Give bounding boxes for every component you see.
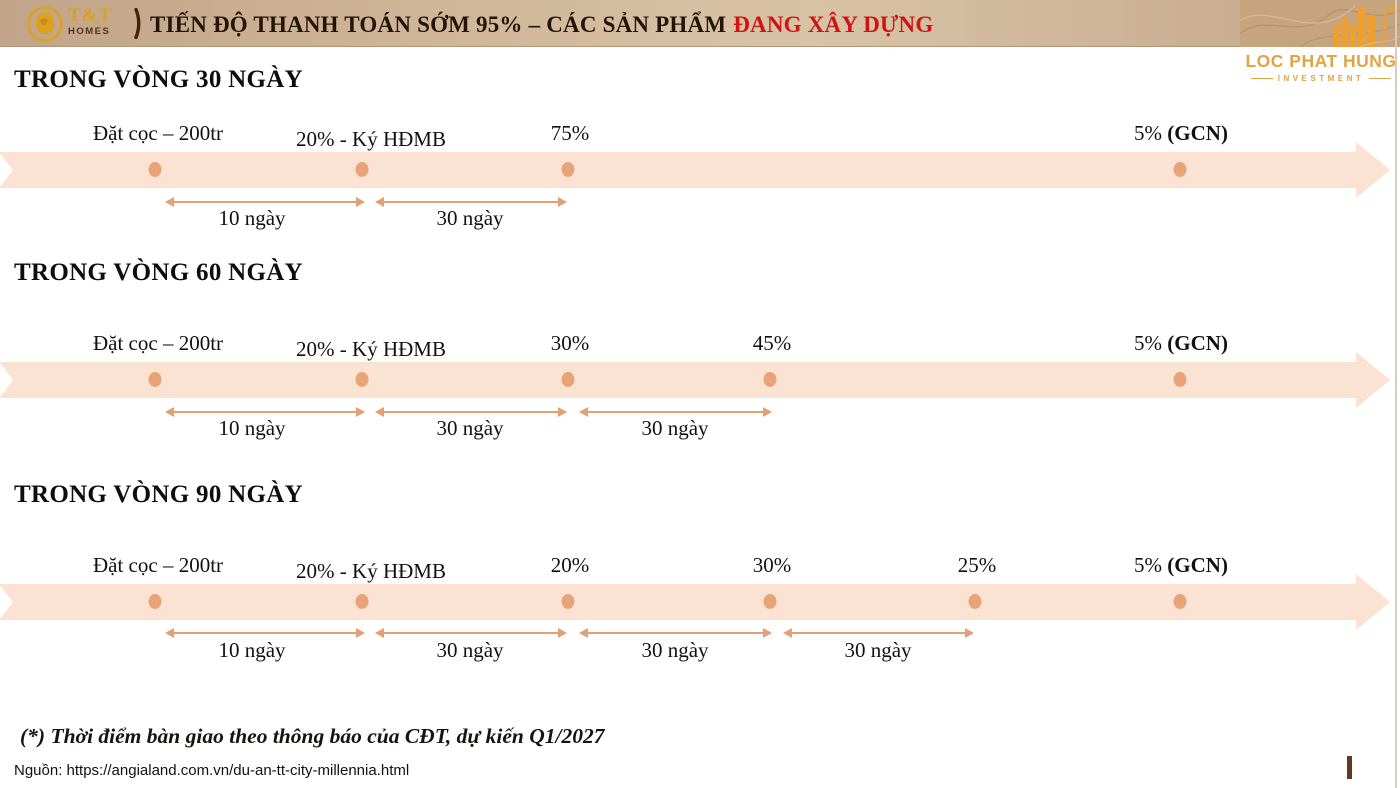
milestone-dot (968, 594, 982, 609)
duration-label: 30 ngày (641, 416, 709, 440)
header-divider (134, 8, 141, 39)
section-90-heading: TRONG VÒNG 90 NGÀY (14, 481, 303, 508)
milestone-dot (355, 162, 369, 177)
milestone-dot (1173, 372, 1187, 387)
duration-label: 30 ngày (436, 638, 504, 662)
milestone-dot (148, 162, 162, 177)
section-60-heading: TRONG VÒNG 60 NGÀY (14, 259, 303, 286)
duration-arrow (165, 407, 365, 417)
timeline-arrowhead-90 (1356, 574, 1390, 630)
timeline-band-90 (0, 584, 1356, 620)
timeline-notch-30 (0, 153, 13, 187)
duration-arrow (165, 197, 365, 207)
milestone-label: 20% (550, 553, 590, 577)
milestone-dot (355, 594, 369, 609)
duration-label: 30 ngày (436, 206, 504, 230)
page-title: TIẾN ĐỘ THANH TOÁN SỚM 95% – CÁC SẢN PHẨ… (150, 0, 933, 47)
page-title-main: TIẾN ĐỘ THANH TOÁN SỚM 95% – CÁC SẢN PHẨ… (150, 12, 727, 37)
milestone-label: Đặt cọc – 200tr (92, 121, 224, 145)
timeline-notch-60 (0, 363, 13, 397)
handover-footnote: (*) Thời điểm bàn giao theo thông báo củ… (20, 724, 605, 748)
tnt-wordmark: T&T HOMES (68, 6, 112, 37)
timeline-notch-90 (0, 585, 13, 619)
corner-topo-art (1240, 0, 1400, 47)
milestone-dot (1173, 162, 1187, 177)
right-edge-line (1395, 0, 1397, 788)
duration-label: 30 ngày (641, 638, 709, 662)
milestone-label: 30% (752, 553, 792, 577)
header-bar: T&T HOMES TIẾN ĐỘ THANH TOÁN SỚM 95% – C… (0, 0, 1400, 47)
milestone-dot (561, 372, 575, 387)
bottom-right-tick (1347, 756, 1352, 779)
milestone-label: 45% (752, 331, 792, 355)
timeline-band-30 (0, 152, 1356, 188)
partner-sub-text: INVESTMENT (1277, 74, 1365, 83)
milestone-label: 30% (550, 331, 590, 355)
milestone-label: 5% (GCN) (1134, 121, 1228, 145)
duration-arrow (579, 628, 772, 638)
duration-arrow (375, 407, 567, 417)
milestone-dot (355, 372, 369, 387)
duration-label: 30 ngày (436, 416, 504, 440)
source-url-text: Nguồn: https://angialand.com.vn/du-an-tt… (14, 762, 410, 779)
duration-arrow (375, 197, 567, 207)
milestone-dot (561, 594, 575, 609)
milestone-dot (763, 372, 777, 387)
timeline-arrowhead-30 (1356, 142, 1390, 198)
milestone-dot (148, 594, 162, 609)
duration-arrow (165, 628, 365, 638)
timeline-band-60 (0, 362, 1356, 398)
timeline-arrowhead-60 (1356, 352, 1390, 408)
page-title-highlight: ĐANG XÂY DỰNG (733, 12, 934, 37)
section-30-heading: TRONG VÒNG 30 NGÀY (14, 66, 303, 93)
partner-logo: LOC PHAT HUNG INVESTMENT (1242, 51, 1400, 83)
milestone-label: Đặt cọc – 200tr (92, 331, 224, 355)
duration-arrow (579, 407, 772, 417)
tnt-lion-icon (27, 6, 63, 42)
milestone-dot (561, 162, 575, 177)
milestone-label: 5% (GCN) (1134, 331, 1228, 355)
duration-arrow (783, 628, 974, 638)
milestone-dot (763, 594, 777, 609)
tnt-brand-text: T&T (68, 5, 113, 26)
milestone-label: 20% - Ký HĐMB (296, 337, 446, 361)
partner-name-text: LOC PHAT HUNG (1245, 51, 1397, 71)
partner-dash-right (1369, 77, 1392, 80)
duration-label: 30 ngày (844, 638, 912, 662)
milestone-label: Đặt cọc – 200tr (92, 553, 224, 577)
milestone-label: 5% (GCN) (1134, 553, 1228, 577)
duration-label: 10 ngày (218, 638, 286, 662)
duration-arrow (375, 628, 567, 638)
partner-dash-left (1250, 77, 1273, 80)
milestone-dot (1173, 594, 1187, 609)
tnt-sub-text: HOMES (68, 26, 111, 37)
duration-label: 10 ngày (218, 206, 286, 230)
milestone-label: 20% - Ký HĐMB (296, 559, 446, 583)
milestone-dot (148, 372, 162, 387)
milestone-label: 25% (957, 553, 997, 577)
milestone-label: 20% - Ký HĐMB (296, 127, 446, 151)
duration-label: 10 ngày (218, 416, 286, 440)
milestone-label: 75% (550, 121, 590, 145)
